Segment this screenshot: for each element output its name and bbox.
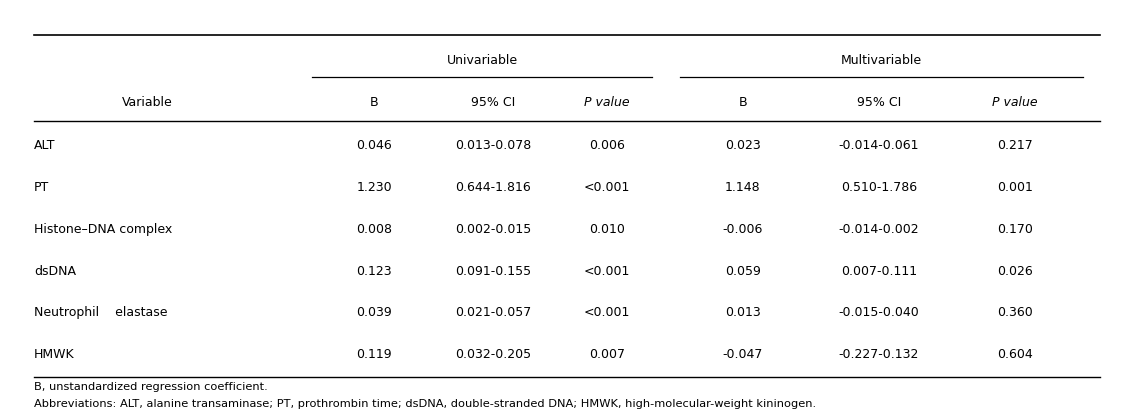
Text: Variable: Variable bbox=[122, 95, 172, 109]
Text: 1.230: 1.230 bbox=[356, 181, 392, 194]
Text: 0.008: 0.008 bbox=[356, 223, 392, 236]
Text: 0.510-1.786: 0.510-1.786 bbox=[840, 181, 917, 194]
Text: 0.006: 0.006 bbox=[589, 139, 625, 153]
Text: 0.021-0.057: 0.021-0.057 bbox=[455, 306, 532, 319]
Text: 0.032-0.205: 0.032-0.205 bbox=[455, 348, 532, 361]
Text: 0.039: 0.039 bbox=[356, 306, 392, 319]
Text: <0.001: <0.001 bbox=[584, 264, 629, 278]
Text: 1.148: 1.148 bbox=[725, 181, 761, 194]
Text: PT: PT bbox=[34, 181, 49, 194]
Text: Univariable: Univariable bbox=[447, 54, 517, 67]
Text: <0.001: <0.001 bbox=[584, 181, 629, 194]
Text: 0.644-1.816: 0.644-1.816 bbox=[456, 181, 531, 194]
Text: 95% CI: 95% CI bbox=[856, 95, 902, 109]
Text: 0.046: 0.046 bbox=[356, 139, 392, 153]
Text: 0.170: 0.170 bbox=[997, 223, 1033, 236]
Text: 0.360: 0.360 bbox=[997, 306, 1033, 319]
Text: -0.006: -0.006 bbox=[722, 223, 763, 236]
Text: 0.001: 0.001 bbox=[997, 181, 1033, 194]
Text: 0.023: 0.023 bbox=[725, 139, 761, 153]
Text: 0.091-0.155: 0.091-0.155 bbox=[455, 264, 532, 278]
Text: 0.059: 0.059 bbox=[725, 264, 761, 278]
Text: <0.001: <0.001 bbox=[584, 306, 629, 319]
Text: -0.014-0.061: -0.014-0.061 bbox=[839, 139, 919, 153]
Text: 0.007-0.111: 0.007-0.111 bbox=[840, 264, 917, 278]
Text: Histone–DNA complex: Histone–DNA complex bbox=[34, 223, 172, 236]
Text: -0.015-0.040: -0.015-0.040 bbox=[838, 306, 920, 319]
Text: ALT: ALT bbox=[34, 139, 56, 153]
Text: 0.013: 0.013 bbox=[725, 306, 761, 319]
Text: B: B bbox=[370, 95, 379, 109]
Text: dsDNA: dsDNA bbox=[34, 264, 76, 278]
Text: 0.013-0.078: 0.013-0.078 bbox=[455, 139, 532, 153]
Text: Abbreviations: ALT, alanine transaminase; PT, prothrombin time; dsDNA, double-st: Abbreviations: ALT, alanine transaminase… bbox=[34, 399, 816, 409]
Text: 0.026: 0.026 bbox=[997, 264, 1033, 278]
Text: 0.604: 0.604 bbox=[997, 348, 1033, 361]
Text: Multivariable: Multivariable bbox=[841, 54, 922, 67]
Text: -0.047: -0.047 bbox=[722, 348, 763, 361]
Text: 0.123: 0.123 bbox=[356, 264, 392, 278]
Text: -0.227-0.132: -0.227-0.132 bbox=[839, 348, 919, 361]
Text: Neutrophil    elastase: Neutrophil elastase bbox=[34, 306, 168, 319]
Text: 95% CI: 95% CI bbox=[471, 95, 516, 109]
Text: HMWK: HMWK bbox=[34, 348, 75, 361]
Text: 0.217: 0.217 bbox=[997, 139, 1033, 153]
Text: 0.010: 0.010 bbox=[589, 223, 625, 236]
Text: P value: P value bbox=[992, 95, 1038, 109]
Text: B: B bbox=[738, 95, 747, 109]
Text: 0.119: 0.119 bbox=[356, 348, 392, 361]
Text: 0.007: 0.007 bbox=[589, 348, 625, 361]
Text: -0.014-0.002: -0.014-0.002 bbox=[838, 223, 920, 236]
Text: 0.002-0.015: 0.002-0.015 bbox=[455, 223, 532, 236]
Text: P value: P value bbox=[584, 95, 629, 109]
Text: B, unstandardized regression coefficient.: B, unstandardized regression coefficient… bbox=[34, 382, 268, 392]
